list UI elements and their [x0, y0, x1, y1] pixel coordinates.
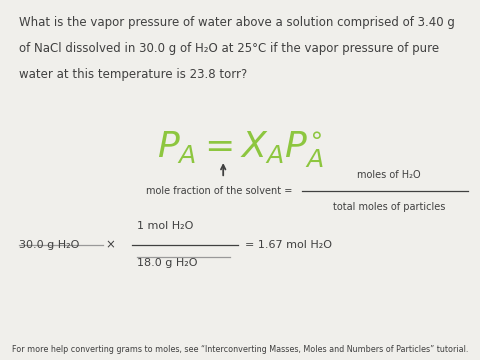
Text: total moles of particles: total moles of particles [333, 202, 445, 212]
Text: $P_A = X_A P_A^{\circ}$: $P_A = X_A P_A^{\circ}$ [156, 129, 324, 170]
Text: 1 mol H₂O: 1 mol H₂O [137, 221, 193, 231]
Text: = 1.67 mol H₂O: = 1.67 mol H₂O [245, 240, 332, 250]
Text: of NaCl dissolved in 30.0 g of H₂O at 25°C if the vapor pressure of pure: of NaCl dissolved in 30.0 g of H₂O at 25… [19, 42, 439, 55]
Text: mole fraction of the solvent =: mole fraction of the solvent = [146, 186, 293, 196]
Text: water at this temperature is 23.8 torr?: water at this temperature is 23.8 torr? [19, 68, 248, 81]
Text: ×: × [106, 238, 116, 251]
Text: What is the vapor pressure of water above a solution comprised of 3.40 g: What is the vapor pressure of water abov… [19, 16, 455, 29]
Text: moles of H₂O: moles of H₂O [357, 170, 420, 180]
Text: 18.0 g H₂O: 18.0 g H₂O [137, 258, 197, 269]
Text: 30.0 g H₂O: 30.0 g H₂O [19, 240, 80, 250]
Text: For more help converting grams to moles, see “Interconverting Masses, Moles and : For more help converting grams to moles,… [12, 345, 468, 354]
